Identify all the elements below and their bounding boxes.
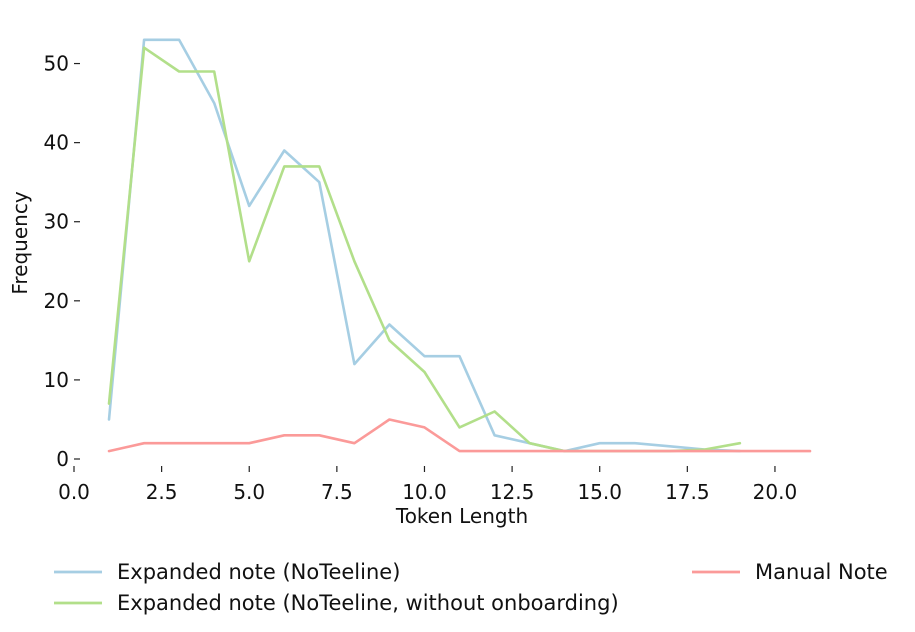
series-lines	[107, 38, 812, 453]
x-tick-label: 10.0	[402, 480, 447, 504]
x-axis: 0.0 2.5 5.0 7.5 10.0 12.5 15.0 17.5 20.0	[58, 466, 797, 504]
x-tick-label: 5.0	[233, 480, 265, 504]
y-tick-label: 0	[56, 447, 69, 471]
x-tick-label: 12.5	[490, 480, 535, 504]
x-tick-label: 7.5	[321, 480, 353, 504]
x-tick-label: 20.0	[753, 480, 798, 504]
y-tick-label: 40	[44, 131, 69, 155]
legend-label: Expanded note (NoTeeline, without onboar…	[117, 591, 619, 615]
series-line-1	[107, 38, 742, 453]
legend: Expanded note (NoTeeline) Expanded note (…	[54, 560, 888, 615]
x-tick-label: 2.5	[146, 480, 178, 504]
x-axis-label: Token Length	[395, 504, 528, 528]
x-tick-label: 17.5	[665, 480, 710, 504]
series-line-3	[107, 418, 812, 453]
x-tick-label: 0.0	[58, 480, 90, 504]
y-axis-label: Frequency	[8, 191, 32, 294]
y-axis: 0 10 20 30 40 50	[44, 52, 80, 471]
x-tick-label: 15.0	[577, 480, 622, 504]
legend-label: Expanded note (NoTeeline)	[117, 560, 400, 584]
legend-item: Expanded note (NoTeeline, without onboar…	[54, 591, 619, 615]
legend-item: Expanded note (NoTeeline)	[54, 560, 400, 584]
y-tick-label: 30	[44, 210, 69, 234]
y-tick-label: 50	[44, 52, 69, 76]
legend-label: Manual Note	[755, 560, 888, 584]
series-line-2	[107, 46, 742, 453]
y-tick-label: 10	[44, 368, 69, 392]
legend-item: Manual Note	[692, 560, 888, 584]
y-tick-label: 20	[44, 289, 69, 313]
